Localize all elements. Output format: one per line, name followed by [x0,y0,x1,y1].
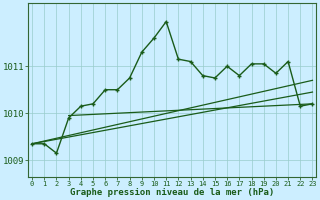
X-axis label: Graphe pression niveau de la mer (hPa): Graphe pression niveau de la mer (hPa) [70,188,275,197]
